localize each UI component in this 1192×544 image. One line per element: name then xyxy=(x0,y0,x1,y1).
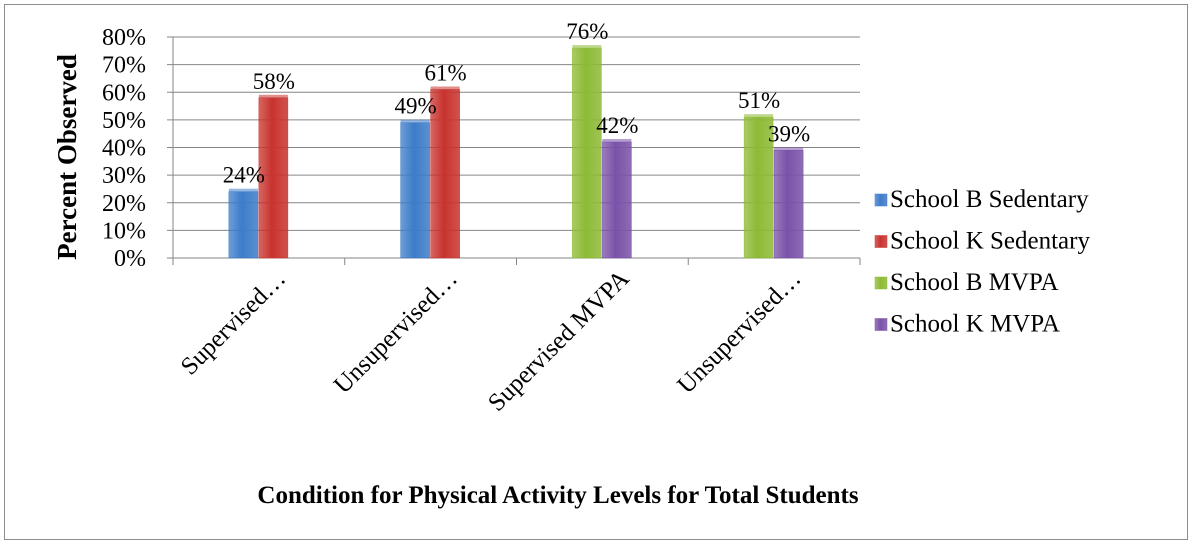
legend-swatch xyxy=(874,235,888,248)
bar xyxy=(572,47,602,259)
data-label: 58% xyxy=(253,69,295,94)
bar xyxy=(773,150,804,259)
legend-swatch xyxy=(874,318,888,331)
bar xyxy=(400,122,430,259)
x-tick-label: Unsupervised… xyxy=(672,265,806,399)
legend-label: School K MVPA xyxy=(890,311,1060,338)
legend-label: School B MVPA xyxy=(890,269,1059,296)
y-tick-label: 30% xyxy=(102,163,146,189)
legend-label: School B Sedentary xyxy=(890,186,1089,213)
bar xyxy=(430,89,460,259)
bar xyxy=(602,141,632,259)
data-label: 76% xyxy=(566,19,608,44)
x-tick-label: Supervised… xyxy=(176,265,291,380)
y-tick-label: 60% xyxy=(102,80,146,106)
legend-label: School K Sedentary xyxy=(890,228,1090,255)
bar-top xyxy=(258,94,288,98)
bar-top xyxy=(400,119,430,123)
x-tick-label: Unsupervised… xyxy=(329,265,463,399)
legend: School B Sedentary School K Sedentary Scho… xyxy=(874,186,1090,338)
y-tick-label: 20% xyxy=(102,191,146,217)
y-tick-label: 10% xyxy=(102,218,146,244)
data-label: 61% xyxy=(425,60,467,85)
bars xyxy=(228,45,804,259)
data-label: 51% xyxy=(738,88,780,113)
data-label: 24% xyxy=(223,163,265,188)
y-tick-label: 70% xyxy=(102,53,146,79)
bar-top xyxy=(744,114,774,118)
bar xyxy=(228,191,259,259)
bar-top xyxy=(430,86,460,90)
legend-swatch xyxy=(874,276,888,290)
data-label: 49% xyxy=(395,94,437,119)
y-tick-label: 80% xyxy=(102,25,146,51)
y-tick-label: 0% xyxy=(114,246,146,272)
y-tick-label: 50% xyxy=(102,108,146,134)
y-axis-label: Percent Observed xyxy=(52,54,82,260)
data-label: 39% xyxy=(768,121,810,146)
x-axis-label: Condition for Physical Activity Levels f… xyxy=(257,482,858,509)
legend-swatch xyxy=(874,193,888,207)
bar-top xyxy=(774,147,804,151)
bar xyxy=(743,116,774,259)
x-tick-label: Supervised MVPA xyxy=(483,265,635,417)
bar-top xyxy=(228,188,258,192)
bar xyxy=(258,97,289,259)
y-tick-label: 40% xyxy=(102,136,146,162)
bar-top xyxy=(602,138,632,142)
data-label: 42% xyxy=(596,113,638,138)
data-labels: 24% 58% 49% 61% 76% 42% 51% 39% xyxy=(223,19,810,188)
bar-top xyxy=(572,45,602,49)
